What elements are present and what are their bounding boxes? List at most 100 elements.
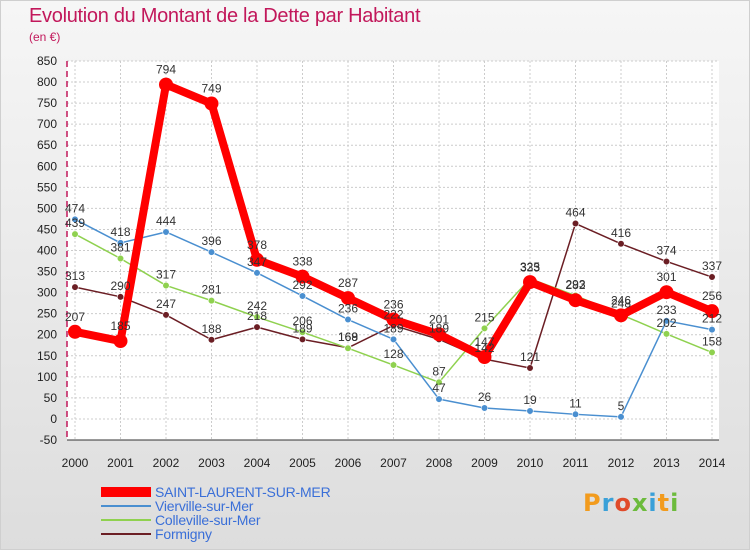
data-point-colleville-sur-mer[interactable] xyxy=(116,254,125,263)
data-label-colleville-sur-mer: 293 xyxy=(565,278,585,292)
data-point-colleville-sur-mer[interactable] xyxy=(253,313,261,321)
data-point-vierville-sur-mer[interactable] xyxy=(708,326,716,334)
y-tick-label: 750 xyxy=(37,96,57,110)
data-label-saint-laurent-sur-mer: 236 xyxy=(383,298,403,312)
legend-item-saint-laurent-sur-mer[interactable]: SAINT-LAURENT-SUR-MER xyxy=(101,484,331,500)
data-point-saint-laurent-sur-mer[interactable] xyxy=(295,269,310,284)
data-point-colleville-sur-mer[interactable] xyxy=(207,297,216,305)
data-point-formigny[interactable] xyxy=(617,240,625,248)
data-point-formigny[interactable] xyxy=(207,336,216,344)
data-label-colleville-sur-mer: 87 xyxy=(432,364,446,378)
data-point-vierville-sur-mer[interactable] xyxy=(571,410,580,418)
x-tick-label: 2007 xyxy=(380,456,407,470)
data-point-colleville-sur-mer[interactable] xyxy=(435,378,443,386)
data-label-formigny: 313 xyxy=(65,269,85,283)
data-point-saint-laurent-sur-mer[interactable] xyxy=(432,327,446,342)
data-point-formigny[interactable] xyxy=(298,335,307,343)
data-point-vierville-sur-mer[interactable] xyxy=(526,407,534,415)
data-point-vierville-sur-mer[interactable] xyxy=(162,228,170,236)
data-point-colleville-sur-mer[interactable] xyxy=(662,330,671,338)
data-point-colleville-sur-mer[interactable] xyxy=(71,230,79,238)
data-point-colleville-sur-mer[interactable] xyxy=(389,361,398,369)
x-tick-label: 2004 xyxy=(244,456,271,470)
y-tick-label: 50 xyxy=(44,391,58,405)
data-label-formigny: 337 xyxy=(702,259,722,273)
data-label-formigny: 121 xyxy=(520,350,540,364)
legend-swatch-formigny xyxy=(101,533,151,535)
data-point-formigny[interactable] xyxy=(71,283,79,291)
data-label-vierville-sur-mer: 189 xyxy=(383,321,403,335)
data-label-formigny: 464 xyxy=(565,206,585,220)
data-label-colleville-sur-mer: 381 xyxy=(110,241,130,255)
axis-layer: -50 0 50 100 150 200 250 300 350 400 450 500 550 600 6… xyxy=(37,54,726,470)
data-point-colleville-sur-mer[interactable] xyxy=(162,281,170,290)
legend-label: Vierville-sur-Mer xyxy=(155,498,254,514)
data-point-colleville-sur-mer[interactable] xyxy=(708,348,716,357)
data-point-saint-laurent-sur-mer[interactable] xyxy=(614,308,628,323)
x-tick-label: 2002 xyxy=(153,456,180,470)
data-point-formigny[interactable] xyxy=(253,323,261,331)
legend-swatch-colleville-sur-mer xyxy=(101,519,151,521)
data-point-vierville-sur-mer[interactable] xyxy=(435,395,443,403)
data-point-saint-laurent-sur-mer[interactable] xyxy=(250,252,264,267)
data-point-formigny[interactable] xyxy=(162,311,170,319)
legend-item-colleville-sur-mer[interactable]: Colleville-sur-Mer xyxy=(101,513,330,527)
data-point-vierville-sur-mer[interactable] xyxy=(617,413,625,421)
data-label-saint-laurent-sur-mer: 282 xyxy=(565,278,585,292)
data-point-saint-laurent-sur-mer[interactable] xyxy=(705,304,719,319)
x-tick-label: 2000 xyxy=(62,456,89,470)
data-label-formigny: 290 xyxy=(110,279,130,293)
x-tick-label: 2001 xyxy=(107,456,134,470)
data-label-formigny: 189 xyxy=(429,321,449,335)
x-tick-label: 2006 xyxy=(335,456,362,470)
data-point-saint-laurent-sur-mer[interactable] xyxy=(68,324,82,339)
data-label-formigny: 142 xyxy=(474,341,494,355)
data-point-saint-laurent-sur-mer[interactable] xyxy=(204,96,219,111)
data-point-vierville-sur-mer[interactable] xyxy=(662,317,671,325)
logo-letter: i xyxy=(670,489,680,517)
data-point-formigny[interactable] xyxy=(708,273,716,281)
data-point-saint-laurent-sur-mer[interactable] xyxy=(659,285,674,300)
data-label-colleville-sur-mer: 128 xyxy=(383,347,403,361)
data-label-saint-laurent-sur-mer: 256 xyxy=(702,289,722,303)
data-label-colleville-sur-mer: 202 xyxy=(656,316,676,330)
data-point-formigny[interactable] xyxy=(571,219,580,228)
data-point-vierville-sur-mer[interactable] xyxy=(207,248,216,256)
data-point-saint-laurent-sur-mer[interactable] xyxy=(159,77,173,92)
data-point-saint-laurent-sur-mer[interactable] xyxy=(568,293,583,308)
data-point-formigny[interactable] xyxy=(526,364,534,372)
data-point-saint-laurent-sur-mer[interactable] xyxy=(113,334,128,349)
data-point-vierville-sur-mer[interactable] xyxy=(480,404,489,412)
data-label-colleville-sur-mer: 206 xyxy=(292,314,312,328)
data-label-formigny: 416 xyxy=(611,226,631,240)
legend-item-formigny[interactable]: Formigny xyxy=(101,527,330,541)
data-point-vierville-sur-mer[interactable] xyxy=(389,335,398,343)
data-point-formigny[interactable] xyxy=(116,293,125,301)
data-point-saint-laurent-sur-mer[interactable] xyxy=(341,291,355,306)
data-label-colleville-sur-mer: 242 xyxy=(247,299,267,313)
data-label-colleville-sur-mer: 248 xyxy=(611,297,631,311)
x-tick-label: 2013 xyxy=(653,456,680,470)
data-point-vierville-sur-mer[interactable] xyxy=(71,215,79,223)
logo-letter: t xyxy=(657,489,671,517)
data-label-saint-laurent-sur-mer: 749 xyxy=(201,82,221,96)
data-point-colleville-sur-mer[interactable] xyxy=(298,328,307,336)
legend-swatch-saint-laurent-sur-mer xyxy=(101,487,151,497)
data-point-colleville-sur-mer[interactable] xyxy=(344,344,352,352)
data-point-vierville-sur-mer[interactable] xyxy=(253,269,261,277)
data-point-vierville-sur-mer[interactable] xyxy=(344,315,352,324)
data-point-vierville-sur-mer[interactable] xyxy=(116,239,125,247)
x-tick-label: 2012 xyxy=(608,456,635,470)
data-label-saint-laurent-sur-mer: 147 xyxy=(474,335,494,349)
data-point-vierville-sur-mer[interactable] xyxy=(298,292,307,300)
data-label-colleville-sur-mer: 333 xyxy=(520,261,540,275)
data-point-formigny[interactable] xyxy=(662,257,671,266)
data-label-colleville-sur-mer: 158 xyxy=(702,334,722,348)
data-point-saint-laurent-sur-mer[interactable] xyxy=(386,312,401,327)
data-point-saint-laurent-sur-mer[interactable] xyxy=(523,275,537,290)
legend-item-vierville-sur-mer[interactable]: Vierville-sur-Mer xyxy=(101,499,330,513)
x-tick-label: 2010 xyxy=(517,456,544,470)
data-point-saint-laurent-sur-mer[interactable] xyxy=(477,350,492,365)
legend-label: SAINT-LAURENT-SUR-MER xyxy=(155,484,331,500)
data-point-colleville-sur-mer[interactable] xyxy=(480,324,489,333)
